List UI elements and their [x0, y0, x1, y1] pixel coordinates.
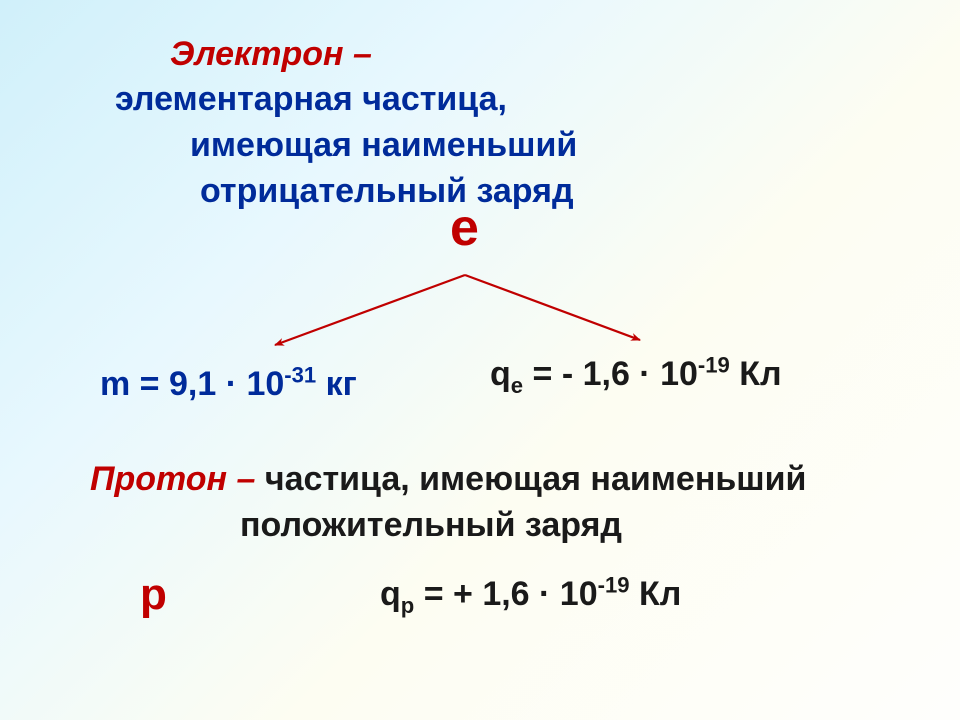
proton-title: Протон –	[90, 460, 265, 498]
qe-val: = - 1,6 · 10	[523, 355, 698, 393]
electron-mass: m = 9,1 · 10-31 кг	[100, 365, 357, 404]
electron-charge: qе = - 1,6 · 10-19 Кл	[490, 355, 782, 394]
qp-sub: p	[401, 593, 415, 618]
arrow-left	[275, 275, 465, 345]
qp-exp: -19	[598, 573, 630, 598]
qe-sub: е	[511, 373, 523, 398]
mass-exp: -31	[284, 363, 316, 388]
proton-def1: частица, имеющая наименьший	[265, 460, 807, 498]
qe-sym: q	[490, 355, 511, 393]
electron-title: Электрон –	[170, 35, 372, 74]
electron-def-line3: отрицательный заряд	[200, 172, 574, 211]
qp-unit: Кл	[630, 575, 682, 613]
electron-def-line1: элементарная частица,	[115, 80, 507, 119]
arrow-right	[465, 275, 640, 340]
electron-def-line2: имеющая наименьший	[190, 126, 577, 165]
physics-slide: Электрон – элементарная частица, имеющая…	[0, 0, 960, 720]
electron-symbol: е	[450, 198, 479, 258]
proton-line1: Протон – частица, имеющая наименьший	[90, 460, 806, 499]
mass-unit: кг	[316, 365, 357, 403]
qp-sym: q	[380, 575, 401, 613]
proton-charge: qp = + 1,6 · 10-19 Кл	[380, 575, 681, 614]
qe-exp: -19	[698, 353, 730, 378]
proton-def2: положительный заряд	[240, 506, 622, 545]
mass-prefix: m = 9,1 · 10	[100, 365, 284, 403]
qe-unit: Кл	[730, 355, 782, 393]
proton-symbol: p	[140, 570, 167, 620]
qp-val: = + 1,6 · 10	[414, 575, 597, 613]
